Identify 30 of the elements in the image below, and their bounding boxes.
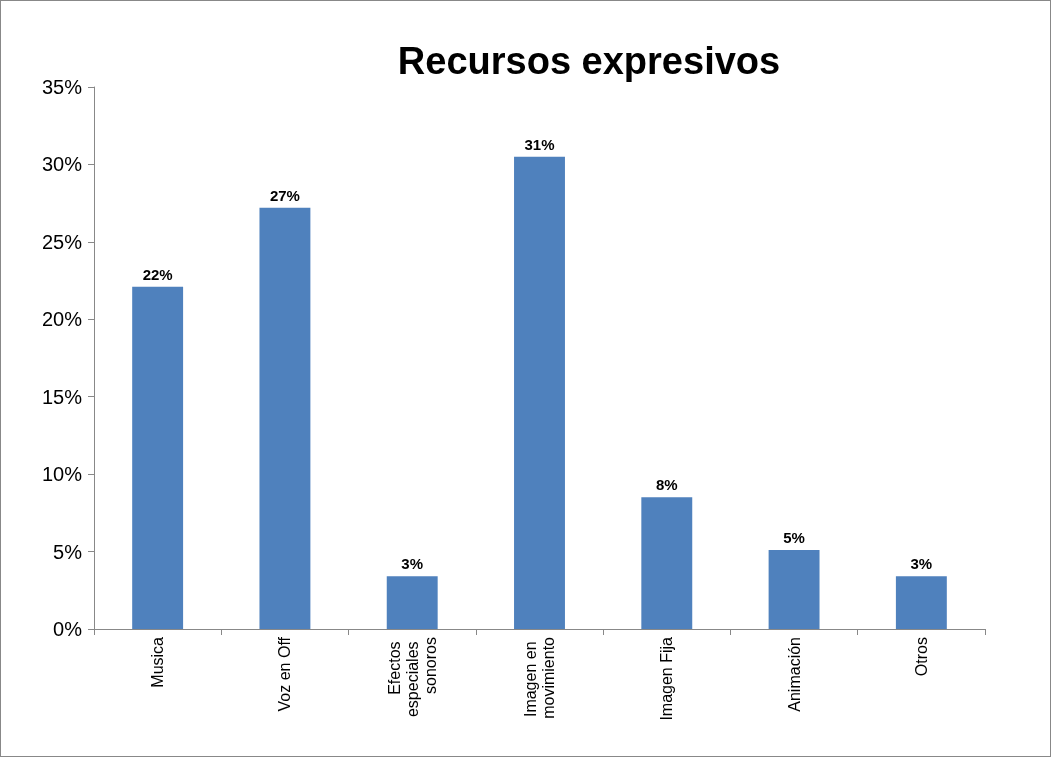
y-tick-label: 20% [41, 308, 83, 331]
y-tick-label: 10% [41, 463, 83, 486]
y-tick-label: 25% [41, 230, 83, 253]
data-label: 31% [524, 135, 555, 153]
x-tick-label: Musica [149, 636, 167, 688]
x-tick-label: Animación [785, 637, 803, 712]
y-tick-label: 15% [41, 385, 83, 408]
bar [641, 497, 693, 629]
y-tick-label: 30% [41, 153, 83, 176]
bar [768, 550, 820, 629]
data-label: 3% [401, 555, 424, 573]
data-label: 3% [910, 555, 933, 573]
bar [259, 207, 311, 629]
bar [132, 286, 184, 629]
y-tick-label: 35% [41, 76, 83, 98]
x-tick-label: Efectos especiales sonoros [385, 637, 439, 718]
x-tick-label: Voz en Off [276, 636, 294, 712]
chart-title: Recursos expresivos [397, 40, 781, 82]
bar [514, 156, 565, 629]
data-label: 27% [269, 186, 300, 204]
data-label: 22% [142, 265, 173, 283]
bar [895, 576, 947, 629]
data-label: 5% [783, 529, 805, 547]
y-tick-label: 0% [53, 618, 83, 640]
x-tick-label: Otros [912, 637, 930, 677]
bar [386, 576, 438, 629]
x-tick-label: Imagen Fija [658, 636, 676, 721]
x-tick-label: Imagen en movimiento [522, 636, 557, 719]
y-tick-label: 5% [53, 540, 83, 563]
data-label: 8% [655, 476, 678, 494]
